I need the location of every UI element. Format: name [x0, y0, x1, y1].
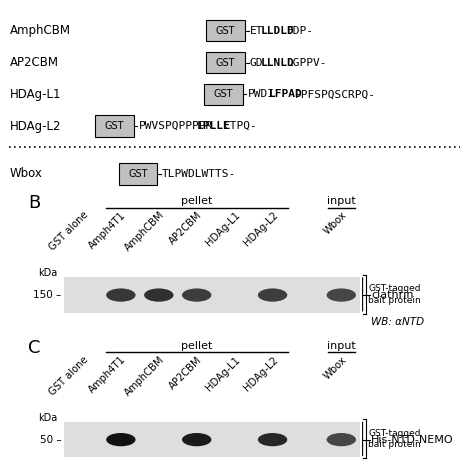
Text: AP2CBM: AP2CBM	[167, 355, 204, 391]
Text: HDAg-L2: HDAg-L2	[242, 210, 280, 248]
Text: LPLLE: LPLLE	[197, 121, 230, 131]
Bar	[118, 163, 157, 185]
Text: AmphCBM: AmphCBM	[122, 210, 166, 254]
Text: pellet: pellet	[181, 340, 212, 351]
Text: LLNLD: LLNLD	[260, 57, 294, 68]
Ellipse shape	[258, 288, 287, 302]
Text: HDAg-L2: HDAg-L2	[242, 355, 280, 392]
Text: GST: GST	[216, 57, 236, 68]
Bar	[206, 20, 245, 42]
Text: Amph4T1: Amph4T1	[87, 355, 128, 395]
Ellipse shape	[106, 433, 136, 447]
Text: GST-tagged
bait protein: GST-tagged bait protein	[368, 284, 421, 305]
Bar	[64, 277, 360, 313]
Text: pellet: pellet	[181, 196, 212, 206]
Ellipse shape	[144, 288, 173, 302]
Text: GST: GST	[128, 169, 148, 179]
Text: GST alone: GST alone	[47, 210, 90, 253]
Text: AP2CBM: AP2CBM	[167, 210, 204, 246]
Ellipse shape	[258, 433, 287, 447]
Text: AmphCBM: AmphCBM	[122, 355, 166, 398]
Text: HDAg-L1: HDAg-L1	[9, 88, 61, 101]
Text: Wbox: Wbox	[322, 210, 348, 237]
Text: kDa: kDa	[37, 268, 57, 279]
Ellipse shape	[182, 433, 211, 447]
Text: LGPPV-: LGPPV-	[287, 57, 328, 68]
Text: input: input	[327, 196, 356, 206]
Text: Amph4T1: Amph4T1	[87, 210, 128, 251]
Text: C: C	[28, 339, 41, 357]
Text: GD: GD	[250, 57, 263, 68]
Text: B: B	[28, 194, 41, 212]
Ellipse shape	[106, 288, 136, 302]
Text: 150 –: 150 –	[33, 290, 62, 300]
Text: Wbox: Wbox	[9, 167, 42, 181]
Bar	[95, 115, 134, 137]
Text: PWDI: PWDI	[247, 89, 274, 100]
Text: HDAg-L1: HDAg-L1	[204, 355, 242, 392]
Text: CTPQ-: CTPQ-	[223, 121, 257, 131]
Ellipse shape	[327, 433, 356, 447]
Text: GST: GST	[213, 89, 233, 100]
Text: LLDLD: LLDLD	[260, 26, 294, 36]
Text: input: input	[327, 340, 356, 351]
Text: HDAg-L1: HDAg-L1	[204, 210, 242, 248]
Text: GST: GST	[104, 121, 124, 131]
Text: LFPAD: LFPAD	[269, 89, 302, 100]
Text: AmphCBM: AmphCBM	[9, 24, 71, 37]
Text: GST: GST	[216, 26, 236, 36]
Text: PWVSPQPPPPR: PWVSPQPPPPR	[138, 121, 213, 131]
Text: 50 –: 50 –	[40, 435, 62, 445]
Text: AP2CBM: AP2CBM	[9, 56, 58, 69]
Bar	[204, 83, 243, 105]
Ellipse shape	[327, 288, 356, 302]
Text: FDP-: FDP-	[287, 26, 314, 36]
Text: kDa: kDa	[37, 413, 57, 423]
Text: TLPWDLWTTS-: TLPWDLWTTS-	[162, 169, 237, 179]
Text: ET: ET	[250, 26, 263, 36]
Text: clathrin: clathrin	[371, 290, 414, 300]
Text: His-NTD-NEMO: His-NTD-NEMO	[371, 435, 454, 445]
Text: PPFSPQSCRPQ-: PPFSPQSCRPQ-	[295, 89, 376, 100]
Bar	[206, 52, 245, 73]
Bar	[64, 422, 360, 457]
Text: HDAg-L2: HDAg-L2	[9, 119, 61, 133]
Text: WB: αNTD: WB: αNTD	[371, 317, 424, 327]
Text: Wbox: Wbox	[322, 355, 348, 381]
Ellipse shape	[182, 288, 211, 302]
Text: GST alone: GST alone	[47, 355, 90, 397]
Text: GST-tagged
bait protein: GST-tagged bait protein	[368, 428, 421, 449]
